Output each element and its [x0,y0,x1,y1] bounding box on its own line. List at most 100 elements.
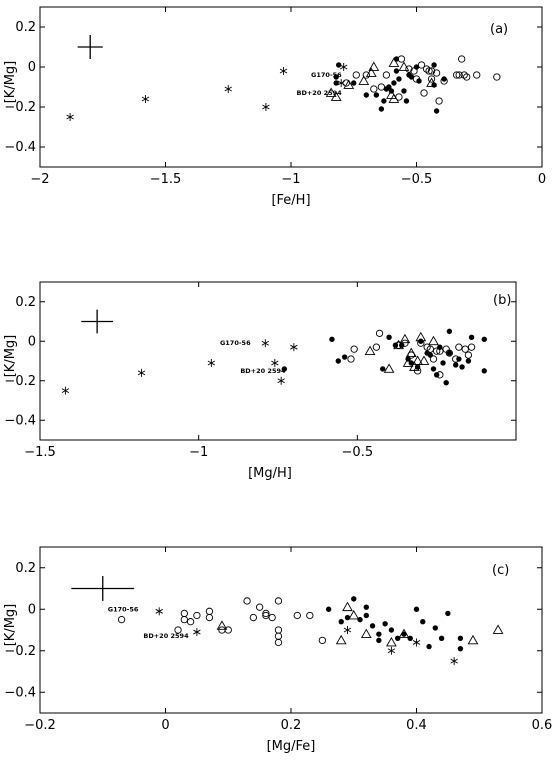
panel-c-y-tick-label: −0.4 [4,685,36,700]
panel-b-open-triangle-point [402,357,414,367]
panel-c-star-point [387,646,396,655]
panel-b-open-circle-point [436,347,444,355]
panel-c-open-circle-point [174,626,182,634]
star-stroke [61,388,70,394]
panel-b-star-point [61,386,70,395]
panel-b-star-point [137,368,146,377]
panel-a-x-tick-label: −1 [281,172,300,187]
panel-a-open-triangle-point [358,75,370,85]
panel-c-x-tick-label: 0.4 [406,718,427,733]
panel-b-open-circle-point [417,339,425,347]
panel-a-open-triangle-point [365,67,377,77]
panel-a-filled-circle-point [351,80,357,86]
panel-c: −0.2 0 0.2 0.4 0.6 −0.4 −0.2 0 0.2 G170-56 BD+20 2… [3,546,552,754]
panel-b-y-tick-label: 0.2 [15,295,36,310]
panel-a-open-circle-point [425,67,433,75]
star-stroke [290,344,298,350]
panel-b-filled-circle-point [380,366,386,372]
panel-b-open-circle-point [467,343,476,351]
star-stroke [261,340,269,346]
panel-a-frame [39,6,543,168]
panel-a-open-circle-point [420,89,428,97]
panel-b-filled-circle-point [481,336,487,342]
panel-b-x-axis-label: [Mg/H] [248,466,292,481]
star-stroke [193,629,201,635]
panel-b-y-tick-label: −0.2 [4,374,36,389]
panel-c-y-axis-label: [K/Mg] [3,604,18,647]
panel-c-filled-circle-point [369,623,376,629]
panel-a-star-point [279,67,288,75]
panel-c-open-circle-point [193,611,201,620]
panel-a-open-circle-point [435,97,443,105]
panel-b-y-axis-label: [K/Mg] [3,335,18,378]
panel-b-x-tick-label: −0.5 [342,445,374,460]
panel-a-filled-circle-point [431,62,437,68]
panel-c-open-circle-point [117,615,126,624]
panel-c-filled-circle-point [438,635,445,641]
panel-c-star-point [193,628,201,637]
panel-b-filled-circle-point [465,358,472,364]
panel-a-tag: (a) [490,22,508,37]
panel-a-plot-area: −2 −1.5 −1 −0.5 0 −0.4 −0.2 0 0.2 G170-56 BD+20 25… [4,6,546,187]
panel-b-open-circle-point [429,355,438,363]
panel-a-open-circle-point [432,69,441,77]
panel-a-open-circle-point [422,65,431,73]
star-stroke [279,68,288,74]
panel-b-x-tick-label: −1.5 [24,445,56,460]
star-stroke [412,640,421,645]
panel-a-filled-circle-point [401,88,407,94]
panel-c-open-circle-point [306,611,314,620]
panel-c-filled-circle-point [457,635,464,641]
star-stroke [343,627,352,633]
panel-c-filled-circle-point [357,616,363,623]
panel-a-open-circle-point [397,55,406,63]
panel-c-frame [39,546,543,714]
panel-b-frame [39,281,517,441]
panel-a-y-tick-label: −0.2 [4,100,36,115]
panel-c-open-circle-point [205,613,214,622]
panel-b-tag: (b) [493,293,511,308]
panel-a-star-point [141,95,150,103]
panel-c-open-circle-point [274,597,283,605]
panel-a-open-circle-point [458,55,466,63]
star-stroke [271,360,279,366]
panel-a-open-circle-point [410,67,418,75]
panel-c-filled-circle-point [363,612,369,619]
panel-b-star-point [261,339,269,348]
panel-c-open-circle-point [218,626,226,634]
panel-a-x-tick-label: 0 [538,172,546,187]
panel-b-open-triangle-point [412,355,424,365]
star-stroke [155,608,163,614]
panel-b-filled-circle-point [281,366,288,372]
panel-b-filled-circle-point [329,336,335,342]
panel-b-open-circle-point [375,329,384,337]
panel-a-star-point [224,85,232,93]
panel-c-x-tick-label: −0.2 [24,718,56,733]
star-stroke [141,96,150,102]
panel-a-open-circle-point [382,71,391,79]
panel-b-filled-circle-point [459,364,465,370]
panel-a-open-circle-point [342,79,350,87]
panel-a-filled-circle-point [433,108,440,114]
panel-b-open-circle-point [461,345,469,353]
panel-a-star-point [66,113,74,121]
panel-c-x-tick-label: 0 [161,718,169,733]
panel-a-filled-circle-point [391,80,397,86]
panel-b-x-tick-label: −1 [189,445,208,460]
panel-b-open-triangle-point [418,355,430,365]
panel-c-open-circle-point [243,597,251,605]
panel-a-open-circle-point [417,61,426,69]
panel-c-open-circle-point [262,609,270,618]
panel-b-filled-circle-point [453,362,459,368]
panel-c-open-circle-point [274,626,283,634]
panel-b-star-point [277,376,285,385]
panel-a-star-annotation: G170-56 [311,71,342,79]
panel-b-star-annotation: BD+20 2594 [240,367,286,375]
panel-c-open-circle-point [268,613,276,622]
panel-c-open-circle-point [293,611,301,620]
panel-b-open-circle-point [455,343,463,351]
panel-c-open-circle-point [262,611,270,620]
panel-c-open-circle-point [186,618,195,626]
panel-c-filled-circle-point [445,610,451,617]
